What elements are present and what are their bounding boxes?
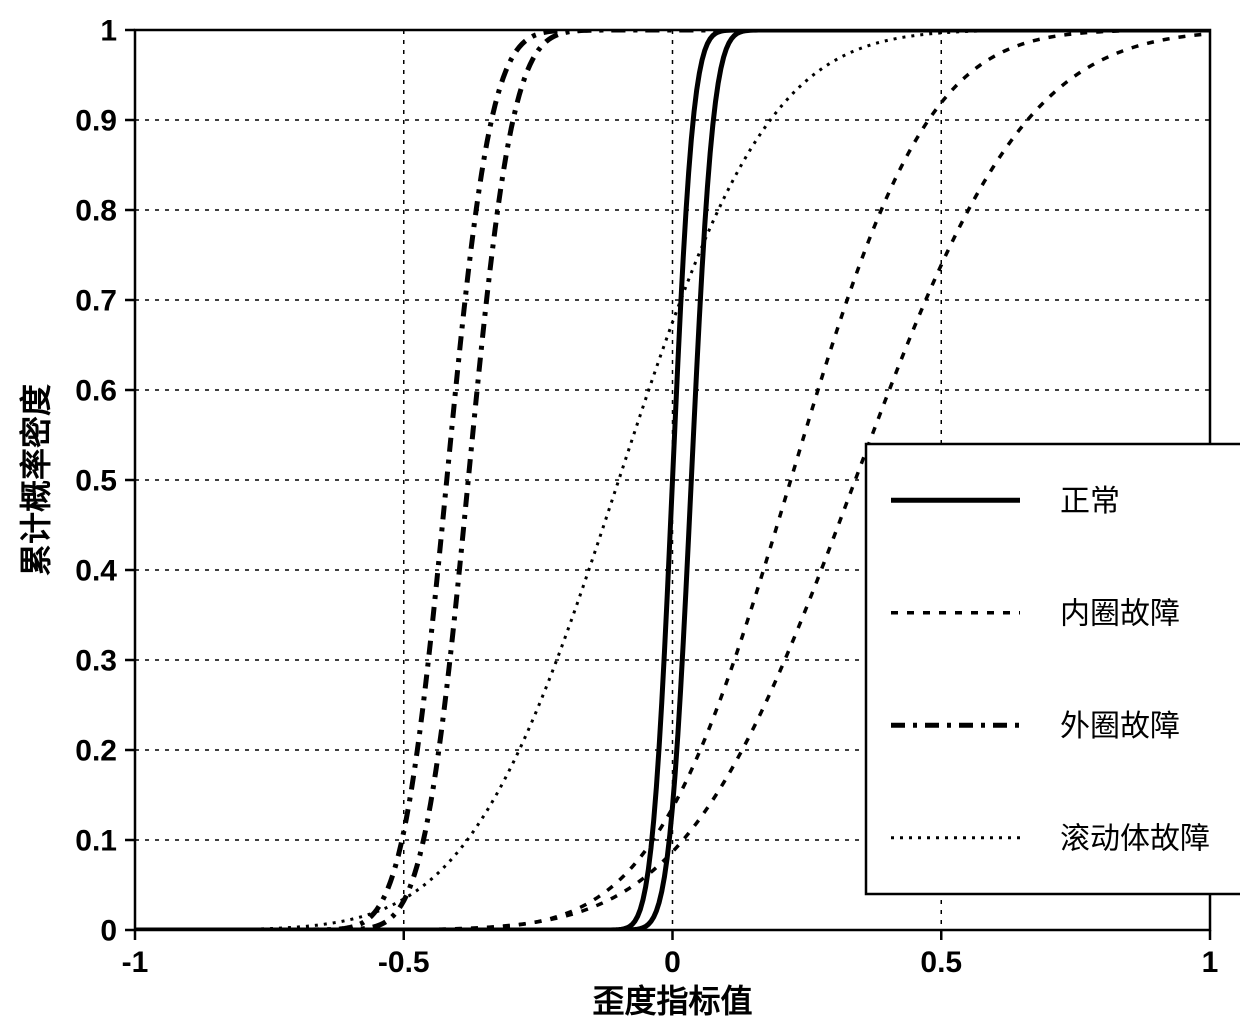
y-tick-label: 0.6 [75,375,117,408]
y-tick-label: 0.7 [75,285,117,318]
y-axis-label: 累计概率密度 [18,384,54,576]
y-tick-label: 0.4 [75,555,117,588]
legend-label: 滚动体故障 [1060,822,1210,855]
y-tick-label: 0.8 [75,195,117,228]
cdf-chart: -1 -0.5 0 0.5 1 0 0.1 0.2 0.3 0.4 0.5 0.6 0.7 0.8 0.9 1… [0,0,1240,1023]
x-tick-label: -0.5 [378,946,430,979]
y-tick-label: 0.3 [75,645,117,678]
y-tick-label: 0.9 [75,105,117,138]
x-tick-label: -1 [122,946,149,979]
legend-label: 正常 [1060,485,1120,518]
x-tick-label: 1 [1202,946,1219,979]
legend-label: 外圈故障 [1060,710,1180,743]
x-axis-label: 歪度指标值 [592,983,752,1019]
y-tick-label: 0 [100,915,117,948]
y-tick-label: 0.5 [75,465,117,498]
y-tick-label: 0.2 [75,735,117,768]
chart-container: -1 -0.5 0 0.5 1 0 0.1 0.2 0.3 0.4 0.5 0.6 0.7 0.8 0.9 1… [0,0,1240,1023]
y-tick-label: 0.1 [75,825,117,858]
x-tick-label: 0.5 [920,946,962,979]
legend-label: 内圈故障 [1060,597,1180,630]
x-tick-label: 0 [664,946,681,979]
y-tick-label: 1 [100,15,117,48]
